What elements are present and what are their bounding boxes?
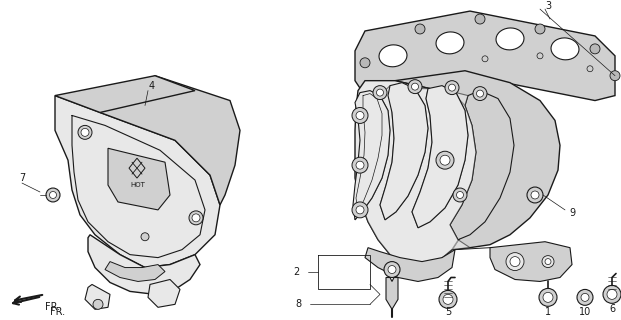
Polygon shape	[355, 11, 615, 100]
Polygon shape	[55, 96, 220, 268]
Circle shape	[587, 66, 593, 72]
Circle shape	[535, 24, 545, 34]
Circle shape	[352, 108, 368, 124]
Circle shape	[352, 202, 368, 218]
Polygon shape	[386, 277, 398, 309]
Circle shape	[81, 128, 89, 136]
Polygon shape	[108, 148, 170, 210]
Text: HOT: HOT	[130, 182, 145, 188]
Circle shape	[50, 191, 57, 198]
Circle shape	[388, 266, 396, 274]
Circle shape	[545, 259, 551, 265]
Circle shape	[542, 256, 554, 268]
Circle shape	[590, 44, 600, 54]
Ellipse shape	[551, 38, 579, 60]
Circle shape	[543, 292, 553, 302]
Polygon shape	[105, 261, 165, 282]
Polygon shape	[450, 91, 514, 240]
Circle shape	[448, 84, 455, 91]
Circle shape	[439, 291, 457, 308]
Text: 7: 7	[19, 173, 25, 183]
Circle shape	[93, 299, 103, 309]
Circle shape	[192, 214, 200, 222]
Circle shape	[352, 157, 368, 173]
Ellipse shape	[496, 28, 524, 50]
Circle shape	[510, 257, 520, 267]
Text: 4: 4	[149, 81, 155, 91]
Polygon shape	[412, 86, 468, 228]
Circle shape	[46, 188, 60, 202]
Circle shape	[356, 111, 364, 119]
Text: 5: 5	[445, 307, 451, 317]
Circle shape	[581, 293, 589, 301]
Circle shape	[360, 58, 370, 68]
Circle shape	[445, 81, 459, 95]
Polygon shape	[365, 248, 455, 282]
Polygon shape	[355, 81, 482, 268]
Polygon shape	[395, 71, 560, 250]
Text: FR.: FR.	[45, 302, 60, 312]
Circle shape	[415, 24, 425, 34]
Circle shape	[443, 294, 453, 304]
Text: 3: 3	[545, 1, 551, 11]
Text: 8: 8	[296, 299, 302, 309]
Circle shape	[412, 83, 419, 90]
Polygon shape	[100, 76, 240, 205]
Circle shape	[577, 289, 593, 305]
Text: 9: 9	[569, 208, 575, 218]
Circle shape	[440, 155, 450, 165]
Polygon shape	[353, 91, 390, 220]
Circle shape	[539, 288, 557, 306]
Text: 1: 1	[545, 307, 551, 317]
Circle shape	[408, 80, 422, 93]
Text: 2: 2	[294, 267, 300, 276]
Circle shape	[78, 125, 92, 139]
Polygon shape	[88, 235, 200, 294]
Circle shape	[356, 206, 364, 214]
Polygon shape	[380, 83, 428, 220]
Polygon shape	[85, 284, 110, 309]
Ellipse shape	[436, 32, 464, 54]
Circle shape	[189, 211, 203, 225]
Circle shape	[436, 151, 454, 169]
Circle shape	[384, 261, 400, 277]
Circle shape	[482, 56, 488, 62]
Text: FR.: FR.	[50, 307, 65, 317]
Circle shape	[527, 187, 543, 203]
Circle shape	[607, 289, 617, 299]
Circle shape	[456, 191, 463, 198]
Polygon shape	[355, 86, 476, 268]
Circle shape	[610, 71, 620, 81]
Circle shape	[473, 87, 487, 100]
Circle shape	[531, 191, 539, 199]
Ellipse shape	[379, 45, 407, 67]
Circle shape	[506, 252, 524, 270]
Polygon shape	[55, 76, 195, 113]
Text: 6: 6	[609, 304, 615, 314]
Circle shape	[453, 188, 467, 202]
Circle shape	[141, 233, 149, 241]
Circle shape	[475, 14, 485, 24]
Circle shape	[476, 90, 484, 97]
Polygon shape	[490, 242, 572, 282]
Circle shape	[603, 285, 621, 303]
Circle shape	[537, 53, 543, 59]
Circle shape	[373, 86, 387, 100]
Polygon shape	[148, 279, 180, 307]
Circle shape	[376, 89, 384, 96]
Text: 10: 10	[579, 307, 591, 317]
Circle shape	[356, 161, 364, 169]
